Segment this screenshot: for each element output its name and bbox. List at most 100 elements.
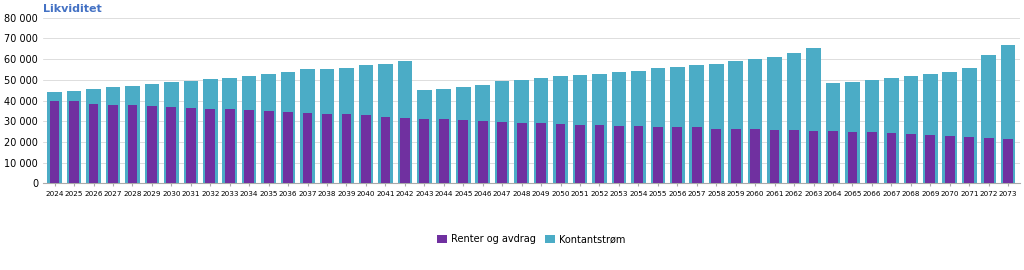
Bar — [1000, 45, 1016, 183]
Bar — [634, 126, 643, 183]
Bar — [728, 61, 743, 183]
Bar — [848, 131, 857, 183]
Bar — [495, 81, 510, 183]
Bar — [1004, 139, 1013, 183]
Bar — [47, 92, 61, 183]
Bar — [358, 65, 374, 183]
Bar — [342, 114, 351, 183]
Bar — [572, 75, 588, 183]
Bar — [67, 91, 81, 183]
Bar — [397, 61, 413, 183]
Bar — [261, 74, 275, 183]
Bar — [731, 129, 740, 183]
Bar — [339, 69, 353, 183]
Bar — [70, 100, 79, 183]
Bar — [809, 131, 818, 183]
Legend: Renter og avdrag, Kontantstrøm: Renter og avdrag, Kontantstrøm — [433, 230, 630, 248]
Bar — [709, 64, 724, 183]
Bar — [653, 127, 663, 183]
Bar — [514, 80, 529, 183]
Bar — [436, 89, 452, 183]
Bar — [378, 64, 393, 183]
Bar — [981, 55, 996, 183]
Bar — [222, 78, 237, 183]
Bar — [319, 69, 334, 183]
Bar — [264, 111, 273, 183]
Bar — [203, 79, 217, 183]
Bar — [825, 83, 841, 183]
Bar — [748, 59, 763, 183]
Bar — [864, 80, 880, 183]
Bar — [86, 89, 100, 183]
Bar — [303, 113, 312, 183]
Bar — [284, 112, 293, 183]
Bar — [144, 84, 159, 183]
Bar — [670, 68, 685, 183]
Bar — [575, 125, 585, 183]
Bar — [109, 105, 118, 183]
Bar — [147, 106, 157, 183]
Bar — [167, 107, 176, 183]
Bar — [456, 87, 471, 183]
Bar — [650, 69, 666, 183]
Bar — [923, 74, 938, 183]
Bar — [845, 82, 860, 183]
Bar — [300, 69, 314, 183]
Bar — [828, 131, 838, 183]
Bar — [614, 126, 624, 183]
Bar — [692, 127, 701, 183]
Bar — [50, 100, 59, 183]
Bar — [439, 119, 449, 183]
Bar — [323, 114, 332, 183]
Bar — [164, 82, 178, 183]
Bar — [186, 108, 196, 183]
Bar — [631, 70, 646, 183]
Bar — [534, 78, 549, 183]
Bar — [125, 86, 139, 183]
Bar — [926, 135, 935, 183]
Bar — [420, 119, 429, 183]
Bar — [537, 123, 546, 183]
Bar — [128, 105, 137, 183]
Bar — [498, 122, 507, 183]
Bar — [478, 121, 487, 183]
Bar — [887, 133, 896, 183]
Bar — [751, 129, 760, 183]
Bar — [806, 48, 821, 183]
Bar — [183, 81, 198, 183]
Bar — [245, 110, 254, 183]
Bar — [945, 136, 954, 183]
Bar — [673, 127, 682, 183]
Bar — [517, 123, 526, 183]
Bar — [790, 130, 799, 183]
Text: Likviditet: Likviditet — [43, 4, 101, 14]
Bar — [417, 90, 432, 183]
Bar — [459, 120, 468, 183]
Bar — [767, 57, 782, 183]
Bar — [400, 118, 410, 183]
Bar — [225, 109, 234, 183]
Bar — [242, 76, 256, 183]
Bar — [984, 138, 993, 183]
Bar — [712, 129, 721, 183]
Bar — [867, 131, 877, 183]
Bar — [770, 130, 779, 183]
Bar — [689, 65, 705, 183]
Bar — [89, 104, 98, 183]
Bar — [965, 137, 974, 183]
Bar — [105, 87, 120, 183]
Bar — [553, 76, 568, 183]
Bar — [962, 69, 977, 183]
Bar — [884, 78, 899, 183]
Bar — [556, 124, 565, 183]
Bar — [942, 72, 957, 183]
Bar — [903, 76, 919, 183]
Bar — [281, 72, 295, 183]
Bar — [786, 53, 802, 183]
Bar — [906, 134, 915, 183]
Bar — [361, 115, 371, 183]
Bar — [592, 74, 607, 183]
Bar — [381, 117, 390, 183]
Bar — [206, 109, 215, 183]
Bar — [611, 72, 627, 183]
